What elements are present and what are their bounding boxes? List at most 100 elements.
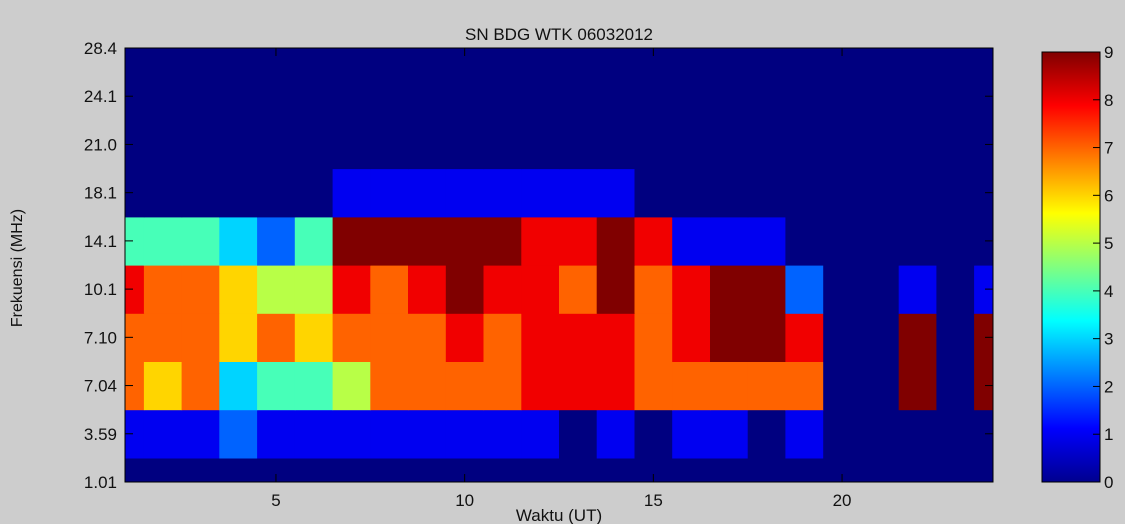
contour-cell [672, 168, 711, 218]
contour-cell [936, 168, 975, 218]
contour-cell [408, 457, 447, 482]
contour-cell [332, 265, 371, 314]
plot-area [125, 48, 993, 482]
contour-cell [257, 265, 296, 314]
contour-cell [559, 72, 598, 121]
contour-cell [181, 48, 220, 73]
contour-cell [332, 457, 371, 482]
contour-cell [181, 265, 220, 314]
contour-cell [125, 265, 145, 314]
contour-cell [445, 168, 485, 218]
contour-cell [860, 72, 900, 121]
contour-cell [785, 409, 824, 459]
contour-cell [596, 313, 635, 362]
contour-cell [181, 313, 220, 362]
contour-cell [370, 48, 409, 73]
contour-cell [823, 168, 862, 218]
y-tick-label: 24.1 [84, 87, 117, 106]
contour-cell [596, 265, 635, 314]
contour-cell [332, 313, 371, 362]
contour-cell [785, 457, 824, 482]
contour-cell [559, 48, 598, 73]
contour-cell [974, 48, 993, 73]
x-axis-ticks: 5 10 15 20 [271, 48, 852, 510]
colorbar-tick-label: 0 [1104, 473, 1113, 492]
contour-cell [747, 216, 786, 266]
x-tick-label: 10 [455, 491, 474, 510]
contour-cell [181, 216, 220, 266]
contour-cell [521, 361, 560, 411]
contour-cell [257, 216, 296, 266]
contour-cell [747, 313, 786, 362]
y-tick-label: 21.0 [84, 135, 117, 154]
y-tick-label: 28.4 [84, 39, 117, 58]
contour-cell [294, 457, 334, 482]
contour-cell [634, 120, 673, 170]
contour-cell [483, 361, 522, 411]
contour-cell [785, 48, 824, 73]
contour-cell [634, 361, 673, 411]
contour-cell [823, 409, 862, 459]
contour-cell [596, 168, 635, 218]
contour-cell [521, 120, 560, 170]
contour-cell [219, 361, 258, 411]
contour-cell [445, 72, 485, 121]
contour-cell [974, 457, 993, 482]
contour-cell [370, 72, 409, 121]
contour-cell [559, 265, 598, 314]
contour-cell [143, 72, 183, 121]
contour-cell [974, 313, 993, 362]
contour-cell [710, 265, 749, 314]
contour-cell [370, 313, 409, 362]
contour-cell [672, 265, 711, 314]
contour-cell [521, 457, 560, 482]
contour-cell [785, 168, 824, 218]
contour-cell [125, 120, 145, 170]
contour-cell [294, 168, 334, 218]
contour-cell [974, 120, 993, 170]
contour-cell [521, 48, 560, 73]
contour-cell [785, 120, 824, 170]
colorbar: 9 8 7 6 5 4 3 2 1 0 [1041, 43, 1113, 492]
contour-cell [294, 48, 334, 73]
colorbar-tick-label: 6 [1104, 186, 1113, 205]
x-axis-label: Waktu (UT) [516, 506, 602, 524]
colorbar-tick-label: 2 [1104, 377, 1113, 396]
contour-cell [370, 361, 409, 411]
contour-cell [521, 168, 560, 218]
contour-cell [521, 72, 560, 121]
colorbar-tick-label: 3 [1104, 330, 1113, 349]
contour-cell [634, 313, 673, 362]
contour-cell [559, 409, 598, 459]
contour-cell [634, 216, 673, 266]
contour-cell [125, 361, 145, 411]
contour-cell [219, 409, 258, 459]
contour-cell [408, 313, 447, 362]
contour-cell [559, 120, 598, 170]
contour-cell [710, 313, 749, 362]
contour-cell [747, 72, 786, 121]
y-tick-label: 7.10 [84, 328, 117, 347]
contour-cell [785, 361, 824, 411]
contour-cell [634, 72, 673, 121]
contour-cell [483, 409, 522, 459]
y-tick-label: 14.1 [84, 232, 117, 251]
contour-cell [823, 361, 862, 411]
contour-cell [596, 48, 635, 73]
contour-cell [898, 361, 937, 411]
contour-cell [483, 120, 522, 170]
contour-cell [143, 313, 183, 362]
contour-cell [143, 361, 183, 411]
x-tick-label: 15 [644, 491, 663, 510]
contour-cell [445, 361, 485, 411]
contour-cell [860, 361, 900, 411]
contour-cell [596, 361, 635, 411]
contour-cell [219, 216, 258, 266]
contour-cell [332, 216, 371, 266]
contour-cell [936, 120, 975, 170]
contour-cell [521, 216, 560, 266]
contour-cell [710, 168, 749, 218]
contour-cell [125, 72, 145, 121]
contour-cell [860, 168, 900, 218]
colorbar-ticks: 9 8 7 6 5 4 3 2 1 0 [1093, 43, 1113, 492]
